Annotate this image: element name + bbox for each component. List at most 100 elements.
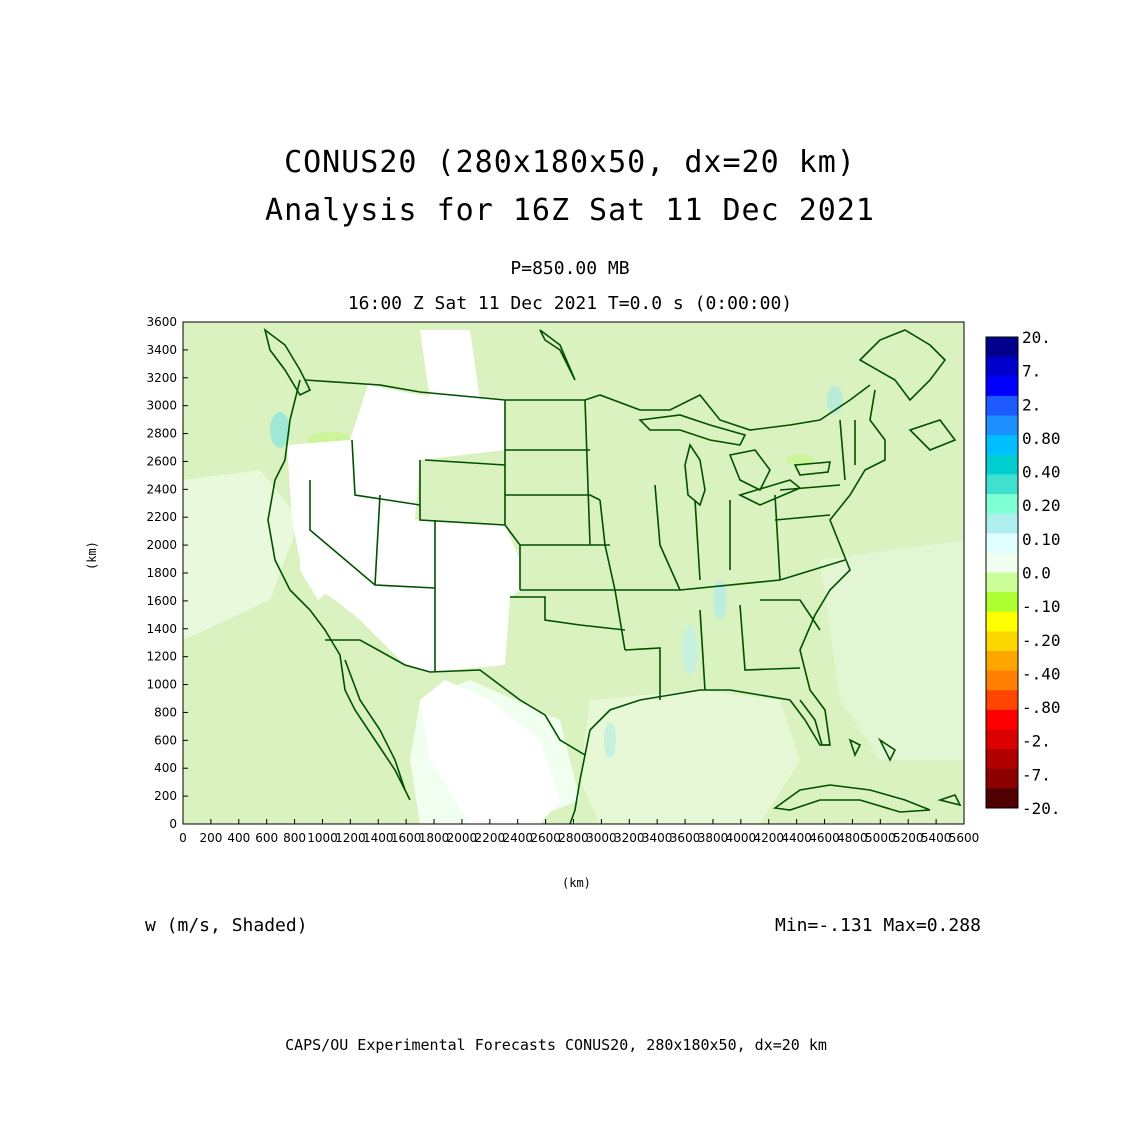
y-tick-label: 0 [169, 817, 177, 831]
colorbar-swatch [986, 670, 1018, 691]
y-tick-label: 1600 [146, 594, 177, 608]
x-tick-label: 4600 [809, 831, 840, 845]
x-tick-label: 3200 [614, 831, 645, 845]
colorbar-swatch [986, 435, 1018, 456]
colorbar-label: -.80 [1022, 698, 1061, 717]
plot-title-line1: CONUS20 (280x180x50, dx=20 km) [284, 145, 856, 180]
x-tick-label: 2400 [502, 831, 533, 845]
x-tick-label: 5400 [921, 831, 952, 845]
x-tick-label: 3600 [670, 831, 701, 845]
x-axis-ticks: 0 200 400 600 800 100012001400160018002000220… [179, 819, 979, 845]
colorbar-swatch [986, 729, 1018, 750]
x-tick-label: 4000 [726, 831, 757, 845]
y-tick-label: 3000 [146, 399, 177, 413]
y-tick-label: 2600 [146, 454, 177, 468]
y-tick-label: 1000 [146, 678, 177, 692]
colorbar-label: 2. [1022, 395, 1041, 414]
colorbar-label: -.10 [1022, 597, 1061, 616]
great-lakes [638, 414, 831, 507]
plot-title-line2: Analysis for 16Z Sat 11 Dec 2021 [265, 193, 875, 228]
y-tick-label: 3400 [146, 343, 177, 357]
colorbar-swatch [986, 592, 1018, 613]
colorbar-swatch [986, 788, 1018, 809]
colorbar-swatch [986, 690, 1018, 711]
colorbar-swatch [986, 631, 1018, 652]
variable-label: w (m/s, Shaded) [145, 915, 308, 936]
colorbar-label: 0.10 [1022, 530, 1061, 549]
x-tick-label: 600 [255, 831, 278, 845]
y-tick-label: 200 [154, 789, 177, 803]
x-tick-label: 3400 [642, 831, 673, 845]
canada-coast [263, 328, 957, 451]
x-tick-label: 1600 [391, 831, 422, 845]
colorbar-swatch [986, 474, 1018, 495]
x-tick-label: 1000 [307, 831, 338, 845]
colorbar-label: 0.0 [1022, 564, 1051, 583]
y-tick-label: 1400 [146, 622, 177, 636]
y-tick-label: 3600 [146, 315, 177, 329]
x-tick-label: 2600 [530, 831, 561, 845]
y-tick-label: 1200 [146, 650, 177, 664]
colorbar-label: 0.40 [1022, 463, 1061, 482]
colorbar-swatch [986, 749, 1018, 770]
x-tick-label: 3800 [698, 831, 729, 845]
y-tick-label: 2200 [146, 510, 177, 524]
x-tick-label: 2000 [447, 831, 478, 845]
x-axis-label: (km) [562, 876, 591, 890]
colorbar-swatch [986, 337, 1018, 358]
colorbar-label: 20. [1022, 328, 1051, 347]
y-tick-label: 3200 [146, 371, 177, 385]
x-tick-label: 0 [179, 831, 187, 845]
y-tick-label: 600 [154, 733, 177, 747]
x-tick-label: 800 [283, 831, 306, 845]
pressure-level-label: P=850.00 MB [510, 258, 630, 279]
map-area [183, 322, 964, 824]
colorbar-label: -7. [1022, 765, 1051, 784]
y-tick-label: 2400 [146, 482, 177, 496]
y-tick-label: 1800 [146, 566, 177, 580]
x-tick-label: 5200 [893, 831, 924, 845]
colorbar-swatch [986, 356, 1018, 377]
x-tick-label: 5600 [949, 831, 980, 845]
colorbar-swatch [986, 768, 1018, 789]
x-tick-label: 200 [199, 831, 222, 845]
x-tick-label: 2800 [558, 831, 589, 845]
x-tick-label: 4200 [753, 831, 784, 845]
x-tick-label: 4800 [837, 831, 868, 845]
y-tick-label: 2000 [146, 538, 177, 552]
footer-credit: CAPS/OU Experimental Forecasts CONUS20, … [285, 1036, 827, 1054]
colorbar-swatch [986, 415, 1018, 436]
x-tick-label: 400 [227, 831, 250, 845]
colorbar-swatch [986, 395, 1018, 416]
x-tick-label: 1200 [335, 831, 366, 845]
x-tick-label: 2200 [475, 831, 506, 845]
political-boundaries [267, 379, 886, 824]
colorbar-label: -.20 [1022, 631, 1061, 650]
y-tick-label: 2800 [146, 427, 177, 441]
colorbar-label: 0.20 [1022, 496, 1061, 515]
y-tick-label: 800 [154, 705, 177, 719]
colorbar-label: -2. [1022, 732, 1051, 751]
colorbar-swatch [986, 494, 1018, 515]
min-max-label: Min=-.131 Max=0.288 [775, 915, 981, 936]
x-tick-label: 1400 [363, 831, 394, 845]
colorbar-swatch [986, 552, 1018, 573]
colorbar-label: -.40 [1022, 664, 1061, 683]
colorbar-label: 7. [1022, 362, 1041, 381]
colorbar-label: 0.80 [1022, 429, 1061, 448]
x-tick-label: 4400 [781, 831, 812, 845]
colorbar-swatch [986, 454, 1018, 475]
colorbar-frame [985, 336, 1019, 809]
y-axis-ticks: 0 200 400 600 800 1000 1200 1400 1600 1800 2000 220… [146, 315, 188, 831]
colorbar-swatch [986, 533, 1018, 554]
terrain-mask [287, 385, 560, 824]
colorbar-swatch [986, 651, 1018, 672]
y-axis-label: (km) [85, 541, 99, 570]
y-tick-label: 400 [154, 761, 177, 775]
caribbean-islands [772, 737, 962, 813]
colorbar-swatch [986, 611, 1018, 632]
x-tick-label: 1800 [419, 831, 450, 845]
x-tick-label: 5000 [865, 831, 896, 845]
colorbar-swatch [986, 513, 1018, 534]
